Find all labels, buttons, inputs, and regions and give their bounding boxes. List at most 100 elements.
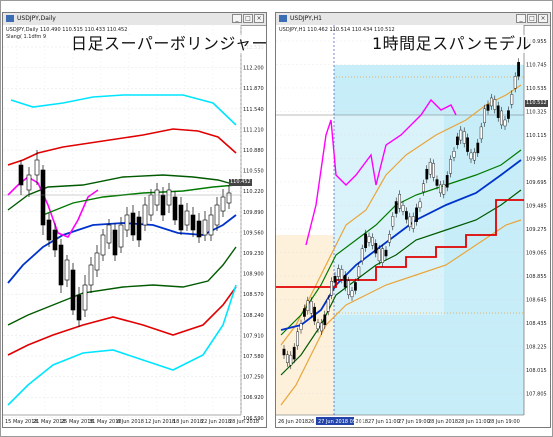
- time-axis-label: 26 Jun 2018: [278, 419, 308, 425]
- maximize-button[interactable]: □: [243, 14, 253, 23]
- candle-body: [364, 233, 368, 249]
- candle-body: [306, 300, 310, 311]
- price-scale-label: 110.115: [526, 133, 547, 139]
- candle-body: [398, 194, 402, 209]
- lower-band-orange: [280, 219, 522, 406]
- daily-bollinger-chart[interactable]: 112.530112.200111.870111.540111.210110.8…: [3, 25, 266, 427]
- maximize-button[interactable]: □: [527, 14, 537, 23]
- candle-body: [316, 322, 320, 330]
- candle-body: [106, 224, 112, 244]
- candle-body: [343, 275, 347, 288]
- candle-body: [299, 323, 303, 330]
- price-scale-label: 108.645: [526, 298, 547, 304]
- candle-body: [404, 211, 408, 220]
- price-scale-label: 110.745: [526, 63, 547, 69]
- candle-body: [459, 129, 463, 141]
- candle-body: [154, 189, 160, 206]
- price-scale-label: 107.580: [243, 354, 264, 360]
- cursor-date-box: [316, 417, 354, 425]
- candle-body: [370, 237, 374, 246]
- candle-body: [483, 108, 486, 124]
- candle-body: [421, 183, 425, 192]
- minimize-button[interactable]: _: [516, 14, 526, 23]
- candle-body: [428, 161, 432, 175]
- candle-body: [394, 201, 398, 214]
- price-scale-label: 106.590: [243, 416, 264, 422]
- chart-icon: [279, 15, 287, 22]
- h1-span-model-chart[interactable]: 110.955 110.745 110.535 110.325 110.115 109.9…: [276, 25, 550, 427]
- candle-body: [289, 354, 293, 366]
- candle-body: [313, 306, 317, 322]
- time-axis-label: 27 Jun 11:00: [368, 419, 400, 425]
- candle-body: [347, 280, 351, 296]
- h1-ohlc-info: USDJPY,H1 110.462 110.514 110.434 110.51…: [279, 27, 395, 33]
- candle-body: [190, 214, 196, 231]
- candle-body: [384, 249, 388, 257]
- red-span-line: [276, 199, 524, 288]
- candle-body: [418, 201, 422, 209]
- candle-body: [118, 224, 124, 248]
- candle-body: [330, 281, 334, 296]
- candle-body: [326, 299, 330, 312]
- candle-body: [411, 216, 415, 229]
- candle-body: [337, 268, 340, 277]
- price-scale-label: 110.535: [526, 86, 547, 92]
- lower-1sigma-band: [7, 246, 237, 326]
- daily-super-bollinger-label: 日足スーパーボリンジャー: [71, 34, 267, 53]
- lower-2sigma-band: [7, 286, 237, 356]
- candle-body: [34, 159, 40, 176]
- price-scale-label: 109.485: [526, 204, 547, 210]
- candle-body: [46, 219, 52, 241]
- candle-body: [292, 346, 296, 360]
- candle-body: [208, 214, 214, 236]
- minimize-button[interactable]: _: [232, 14, 242, 23]
- daily-chart-window[interactable]: USDJPY,Daily _ □ × 112.530112.200111.870…: [2, 12, 267, 428]
- price-scale-label: 109.560: [243, 230, 264, 236]
- time-axis-label: 28 Jun 11:00: [458, 419, 490, 425]
- upper-band-orange: [280, 84, 522, 346]
- candle-body: [64, 259, 70, 281]
- price-scale-label: 110.325: [526, 110, 547, 116]
- price-scale-label: 107.250: [243, 375, 264, 381]
- candle-body: [377, 248, 381, 262]
- candle-body: [360, 248, 364, 261]
- h1-current-price-tag: 110.512: [525, 100, 548, 107]
- candle-body: [353, 282, 357, 291]
- span-past-area: [276, 235, 334, 415]
- candle-body: [381, 248, 385, 263]
- candle-body: [226, 192, 232, 204]
- candle-body: [367, 236, 371, 243]
- candle-body: [285, 354, 289, 363]
- candle-body: [214, 204, 220, 226]
- candle-body: [438, 184, 442, 194]
- candle-body: [472, 151, 476, 161]
- chart-icon: [6, 15, 14, 22]
- candle-body: [489, 97, 493, 107]
- candle-body: [160, 194, 166, 216]
- candle-body: [124, 214, 130, 231]
- candle-body: [401, 205, 405, 212]
- candle-body: [493, 99, 497, 110]
- price-scale-label: 108.435: [526, 321, 547, 327]
- h1-chart-window[interactable]: USDJPY,H1 _ □ × 110.955 110.745 110.535 110…: [275, 12, 551, 428]
- candle-body: [350, 290, 354, 298]
- candle-body: [506, 110, 510, 119]
- candle-body: [496, 105, 500, 118]
- candle-body: [503, 119, 507, 127]
- price-scale-label: 107.910: [243, 333, 264, 339]
- blue-span-line: [280, 159, 522, 331]
- candle-body: [130, 212, 136, 236]
- close-button[interactable]: ×: [254, 14, 264, 23]
- candle-body: [282, 348, 286, 356]
- close-button[interactable]: ×: [538, 14, 548, 23]
- price-scale-label: 108.570: [243, 292, 264, 298]
- candle-body: [517, 61, 520, 77]
- price-scale-label: 109.905: [526, 157, 547, 163]
- candle-body: [166, 189, 172, 206]
- candle-body: [40, 169, 46, 226]
- candle-body: [333, 275, 337, 283]
- candle-body: [449, 159, 452, 174]
- upper-1sigma-band: [7, 174, 237, 211]
- daily-window-title: USDJPY,Daily: [17, 15, 56, 22]
- upper-3sigma-band: [10, 94, 237, 126]
